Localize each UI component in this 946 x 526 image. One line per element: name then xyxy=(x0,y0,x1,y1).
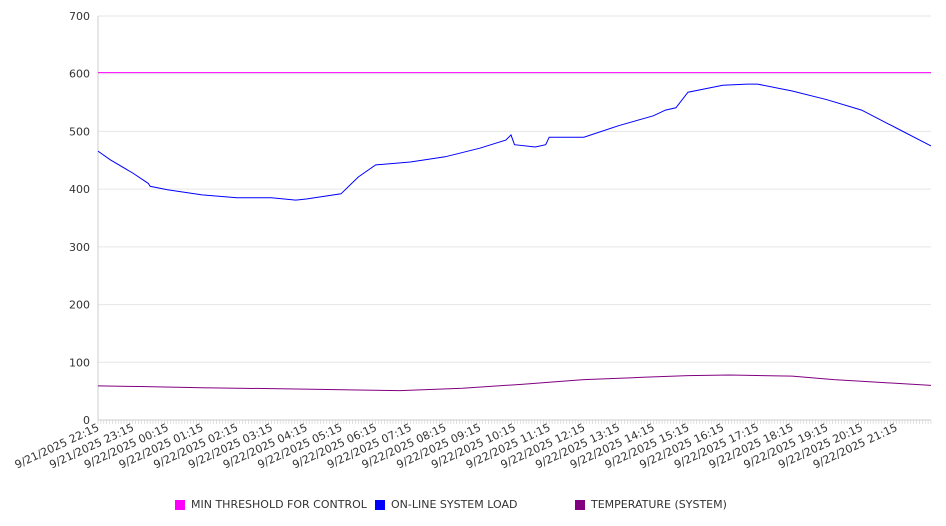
y-tick-label: 600 xyxy=(69,68,90,81)
legend-label-load: ON-LINE SYSTEM LOAD xyxy=(391,498,518,511)
y-tick-label: 200 xyxy=(69,299,90,312)
legend-label-temperature: TEMPERATURE (SYSTEM) xyxy=(591,498,727,511)
legend-item-temperature: TEMPERATURE (SYSTEM) xyxy=(575,498,727,511)
y-tick-label: 100 xyxy=(69,356,90,369)
series-line-1 xyxy=(97,83,932,201)
series-line-2 xyxy=(97,374,932,392)
legend-swatch-temperature xyxy=(575,499,585,510)
legend-item-threshold: MIN THRESHOLD FOR CONTROL xyxy=(175,498,367,511)
legend-label-threshold: MIN THRESHOLD FOR CONTROL xyxy=(191,498,367,511)
y-tick-label: 700 xyxy=(69,10,90,23)
y-tick-label: 500 xyxy=(69,125,90,138)
legend-swatch-load xyxy=(375,499,385,510)
y-tick-label: 300 xyxy=(69,241,90,254)
y-tick-label: 0 xyxy=(83,414,90,427)
legend-item-load: ON-LINE SYSTEM LOAD xyxy=(375,498,517,511)
legend-swatch-threshold xyxy=(175,499,185,510)
y-tick-label: 400 xyxy=(69,183,90,196)
